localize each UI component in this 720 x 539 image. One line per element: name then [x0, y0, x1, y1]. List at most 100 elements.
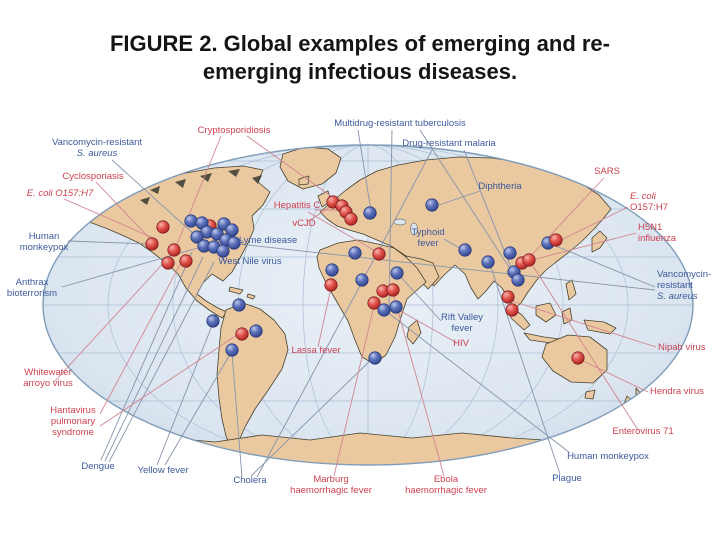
island-new-guinea	[583, 319, 617, 335]
figure-title-line1: FIGURE 2. Global examples of emerging an…	[109, 31, 610, 56]
leader-line	[392, 292, 445, 477]
blue-marker-dot	[458, 243, 472, 257]
leader-line	[307, 211, 378, 253]
disease-label-typhoid-fever: Typhoid fever	[411, 227, 444, 249]
leader-line	[550, 243, 656, 288]
blue-marker-dot	[389, 300, 403, 314]
disease-label-lassa-fever: Lassa fever	[291, 345, 340, 356]
blue-marker-dot	[227, 236, 241, 250]
leader-line	[246, 135, 343, 205]
leader-line	[396, 308, 458, 344]
disease-label-rift-valley-fever: Rift Valley fever	[441, 312, 483, 334]
red-marker-dot	[161, 256, 175, 270]
leader-line	[238, 243, 656, 291]
map-rim	[42, 144, 694, 466]
disease-label-human-monkeypox-right: Human monkeypox	[567, 451, 649, 462]
arctic-islands	[140, 169, 262, 205]
island-philippines	[565, 279, 577, 301]
leader-line	[111, 159, 197, 237]
blue-marker-dot	[368, 351, 382, 365]
leader-line	[164, 350, 233, 466]
blue-marker-dot	[355, 273, 369, 287]
blue-marker-dot	[232, 298, 246, 312]
disease-label-h5n1-influenza: H5N1 influenza	[638, 222, 677, 244]
leader-line	[388, 129, 393, 306]
leader-line	[398, 274, 442, 322]
blue-marker-dot	[206, 314, 220, 328]
red-marker-dot	[156, 220, 170, 234]
leader-line	[99, 258, 184, 415]
leader-line	[333, 305, 375, 477]
blue-marker-dot	[325, 263, 339, 277]
blue-marker-dot	[184, 214, 198, 228]
leader-line	[524, 177, 605, 263]
disease-label-vancomycin-right: Vancomycin-resistant S. aureus	[657, 269, 711, 302]
leader-line	[67, 240, 151, 245]
disease-label-anthrax-bioterrorism: Anthrax bioterrorism	[7, 277, 57, 299]
red-marker-dot	[367, 296, 381, 310]
disease-label-plague: Plague	[552, 473, 582, 484]
blue-marker-dot	[503, 246, 517, 260]
disease-label-ecoli-right: E. coli O157:H7	[630, 191, 668, 213]
red-marker-dot	[549, 233, 563, 247]
leader-line	[306, 204, 334, 223]
red-marker-dot	[505, 303, 519, 317]
blue-marker-dot	[225, 343, 239, 357]
red-marker-dot	[167, 243, 181, 257]
red-marker-dot	[179, 254, 193, 268]
disease-label-hiv: HIV	[453, 338, 470, 349]
leader-line	[531, 232, 637, 261]
leader-line	[317, 287, 332, 348]
leader-line	[250, 356, 375, 477]
disease-label-hendra-virus: Hendra virus	[650, 386, 704, 397]
disease-label-ebola: Ebola haemorrhagic fever	[405, 474, 487, 496]
red-marker-dot	[522, 253, 536, 267]
island-madagascar	[406, 319, 422, 345]
blue-marker-dot	[249, 324, 263, 338]
disease-label-mdr-tuberculosis: Multidrug-resistant tuberculosis	[334, 118, 466, 129]
blue-marker-dot	[190, 230, 204, 244]
island-japan	[591, 230, 608, 253]
disease-label-vancomycin-left: Vancomycin-resistant S. aureus	[52, 137, 142, 159]
disease-label-vcjd: vCJD	[292, 218, 315, 229]
blue-marker-dot	[216, 244, 230, 258]
islands-caribbean	[228, 286, 256, 300]
leader-line	[556, 206, 629, 243]
red-marker-dot	[145, 237, 159, 251]
leader-line	[100, 251, 193, 461]
labels-layer: Vancomycin-resistant S. aureus Cryptospori…	[7, 118, 711, 496]
disease-label-cryptosporidiosis: Cryptosporidiosis	[198, 125, 271, 136]
disease-label-hepatitis-c: Hepatitis C	[274, 200, 321, 211]
figure-title: FIGURE 2. Global examples of emerging an…	[0, 30, 720, 86]
continent-south-america	[216, 302, 289, 449]
disease-label-diphtheria: Diphtheria	[478, 181, 522, 192]
leader-line	[156, 322, 214, 466]
leader-line	[61, 240, 223, 288]
red-marker-dot	[501, 290, 515, 304]
disease-label-drug-resistant-malaria: Drug-resistant malaria	[402, 138, 496, 149]
blue-marker-dot	[363, 206, 377, 220]
leader-line	[419, 129, 517, 279]
leader-line	[377, 304, 571, 454]
disease-label-dengue: Dengue	[81, 461, 114, 472]
blue-marker-dot	[225, 223, 239, 237]
red-marker-dot	[344, 212, 358, 226]
red-marker-dot	[235, 327, 249, 341]
blue-marker-dot	[425, 198, 439, 212]
leader-line	[435, 190, 481, 207]
leader-line	[256, 281, 363, 478]
leader-line	[511, 300, 657, 348]
leader-line	[108, 261, 215, 463]
red-marker-dot	[571, 351, 585, 365]
leader-line	[580, 359, 649, 393]
disease-label-marburg: Marburg haemorrhagic fever	[290, 474, 372, 496]
red-marker-dot	[324, 278, 338, 292]
continent-eurasia	[319, 156, 612, 310]
disease-label-human-monkeypox-left: Human monkeypox	[20, 231, 69, 253]
blue-marker-dot	[390, 266, 404, 280]
disease-label-cholera: Cholera	[233, 475, 267, 486]
red-marker-dot	[372, 247, 386, 261]
island-tasmania	[584, 389, 596, 400]
